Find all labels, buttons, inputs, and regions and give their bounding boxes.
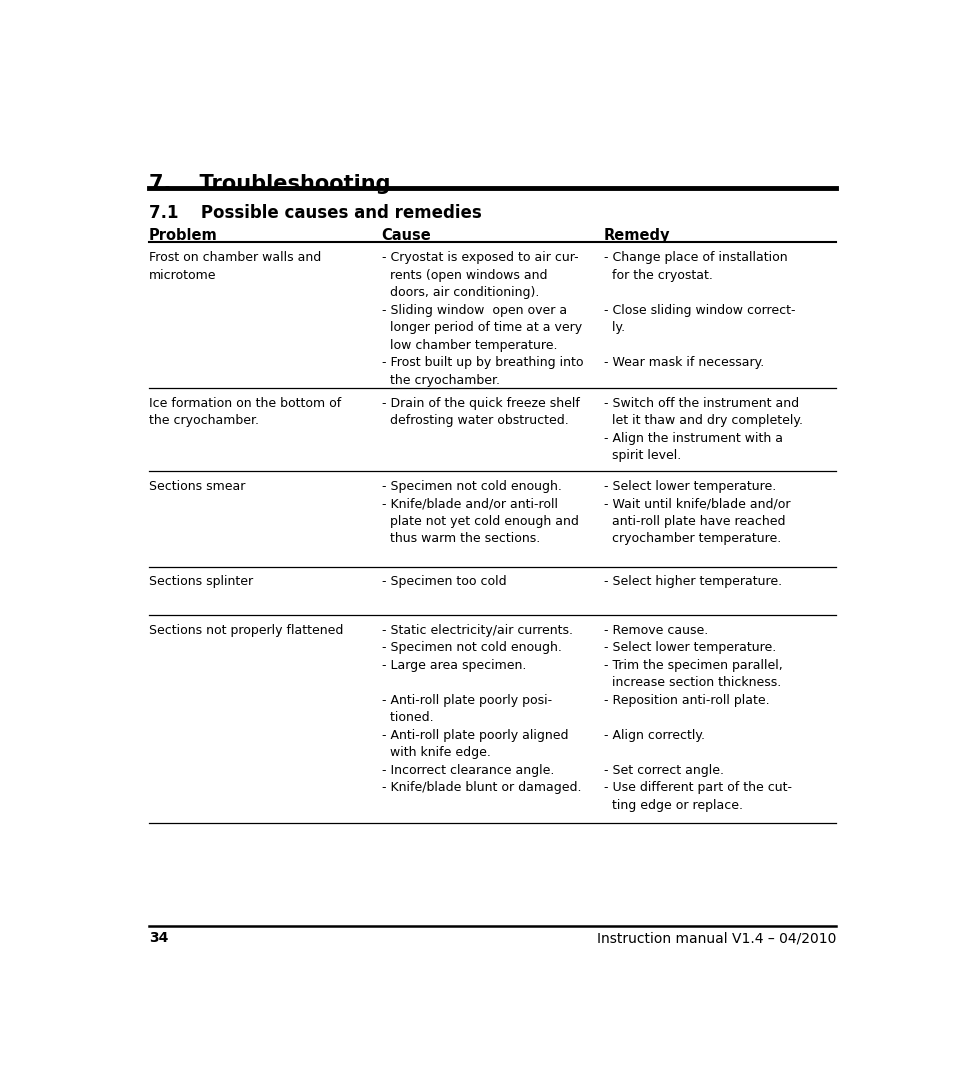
Text: - Select lower temperature.
- Wait until knife/blade and/or
  anti-roll plate ha: - Select lower temperature. - Wait until… bbox=[603, 480, 789, 545]
Text: 7.  Troubleshooting: 7. Troubleshooting bbox=[149, 174, 390, 193]
Text: Ice formation on the bottom of
the cryochamber.: Ice formation on the bottom of the cryoc… bbox=[149, 396, 341, 427]
Text: - Remove cause.
- Select lower temperature.
- Trim the specimen parallel,
  incr: - Remove cause. - Select lower temperatu… bbox=[603, 623, 791, 811]
Text: Sections not properly flattened: Sections not properly flattened bbox=[149, 623, 343, 636]
Text: - Select higher temperature.: - Select higher temperature. bbox=[603, 576, 781, 589]
Text: - Static electricity/air currents.
- Specimen not cold enough.
- Large area spec: - Static electricity/air currents. - Spe… bbox=[381, 623, 580, 794]
Text: Frost on chamber walls and
microtome: Frost on chamber walls and microtome bbox=[149, 251, 321, 282]
Text: Cause: Cause bbox=[381, 228, 431, 243]
Text: - Switch off the instrument and
  let it thaw and dry completely.
- Align the in: - Switch off the instrument and let it t… bbox=[603, 396, 801, 462]
Text: Sections splinter: Sections splinter bbox=[149, 576, 253, 589]
Text: - Cryostat is exposed to air cur-
  rents (open windows and
  doors, air conditi: - Cryostat is exposed to air cur- rents … bbox=[381, 251, 582, 387]
Text: 34: 34 bbox=[149, 931, 168, 945]
Text: 7.1  Possible causes and remedies: 7.1 Possible causes and remedies bbox=[149, 204, 481, 222]
Text: - Change place of installation
  for the cryostat.

- Close sliding window corre: - Change place of installation for the c… bbox=[603, 251, 794, 369]
Text: Problem: Problem bbox=[149, 228, 217, 243]
Text: - Drain of the quick freeze shelf
  defrosting water obstructed.: - Drain of the quick freeze shelf defros… bbox=[381, 396, 579, 427]
Text: Instruction manual V1.4 – 04/2010: Instruction manual V1.4 – 04/2010 bbox=[597, 931, 836, 945]
Text: Remedy: Remedy bbox=[603, 228, 669, 243]
Text: - Specimen too cold: - Specimen too cold bbox=[381, 576, 506, 589]
Text: - Specimen not cold enough.
- Knife/blade and/or anti-roll
  plate not yet cold : - Specimen not cold enough. - Knife/blad… bbox=[381, 480, 578, 545]
Text: Sections smear: Sections smear bbox=[149, 480, 245, 492]
